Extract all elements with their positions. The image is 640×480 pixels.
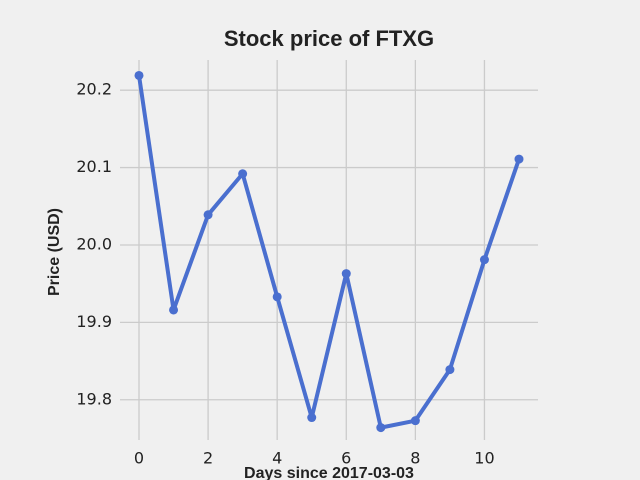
y-tick-label: 20.1 (76, 157, 112, 176)
point (238, 169, 248, 179)
point (410, 416, 420, 426)
point (169, 305, 179, 315)
x-tick-label: 2 (203, 449, 213, 468)
x-tick-label: 6 (341, 449, 351, 468)
point (341, 269, 351, 279)
point (445, 365, 455, 375)
y-tick-label: 20.0 (76, 234, 112, 253)
point (307, 413, 317, 423)
point (134, 70, 144, 80)
x-tick-label: 10 (474, 449, 494, 468)
x-tick-label: 0 (134, 449, 144, 468)
point (514, 154, 524, 164)
point (479, 255, 489, 265)
chart-title: Stock price of FTXG (224, 26, 434, 51)
x-tick-label: 8 (410, 449, 420, 468)
y-tick-label: 19.9 (76, 312, 112, 331)
y-tick-label: 19.8 (76, 389, 112, 408)
x-axis-label: Days since 2017-03-03 (244, 465, 414, 480)
point (203, 210, 213, 220)
y-axis-label: Price (USD) (46, 208, 63, 296)
x-tick-label: 4 (272, 449, 282, 468)
point (272, 292, 282, 302)
line (137, 75, 521, 430)
point (376, 423, 386, 433)
y-tick-label: 20.2 (76, 80, 112, 99)
